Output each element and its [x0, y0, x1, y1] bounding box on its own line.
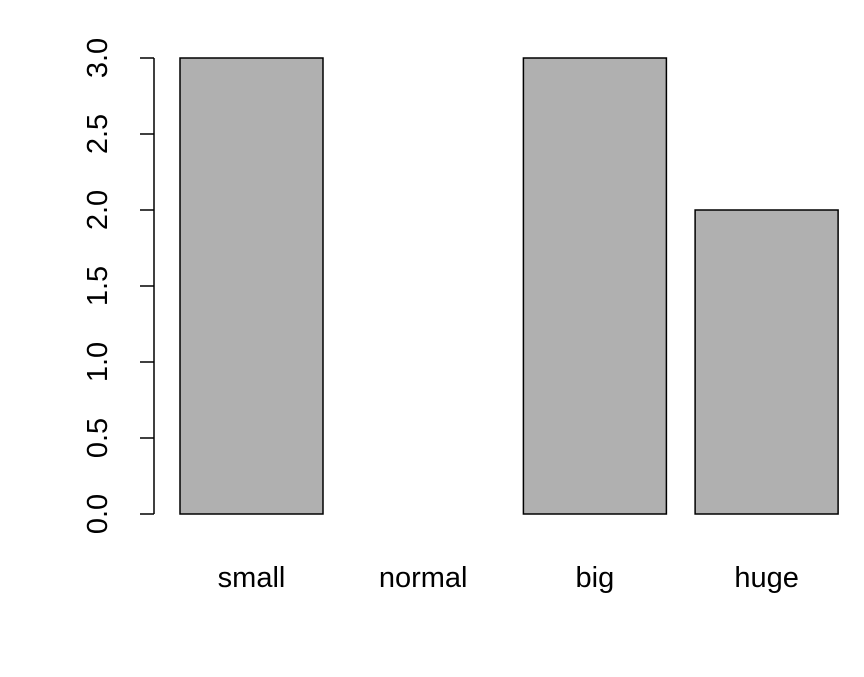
bars-layer: [179, 57, 839, 515]
bar-small: [179, 57, 324, 515]
x-tick-label-huge: huge: [734, 562, 799, 594]
y-tick-label: 0.0: [82, 494, 114, 534]
x-axis-labels: small normal big huge: [218, 562, 799, 594]
y-axis: 0.0 0.5 1.0 1.5 2.0 2.5 3.0: [82, 38, 155, 534]
y-tick-label: 2.0: [82, 190, 114, 230]
bar-huge: [694, 209, 839, 515]
bar-big: [522, 57, 668, 515]
y-tick-label: 1.5: [82, 266, 114, 306]
x-tick-label-big: big: [576, 562, 615, 594]
y-tick-label: 1.0: [82, 342, 114, 382]
y-tick-label: 3.0: [82, 38, 114, 78]
y-tick-label: 0.5: [82, 418, 114, 458]
x-tick-label-normal: normal: [379, 562, 468, 594]
x-tick-label-small: small: [218, 562, 286, 594]
y-tick-label: 2.5: [82, 114, 114, 154]
